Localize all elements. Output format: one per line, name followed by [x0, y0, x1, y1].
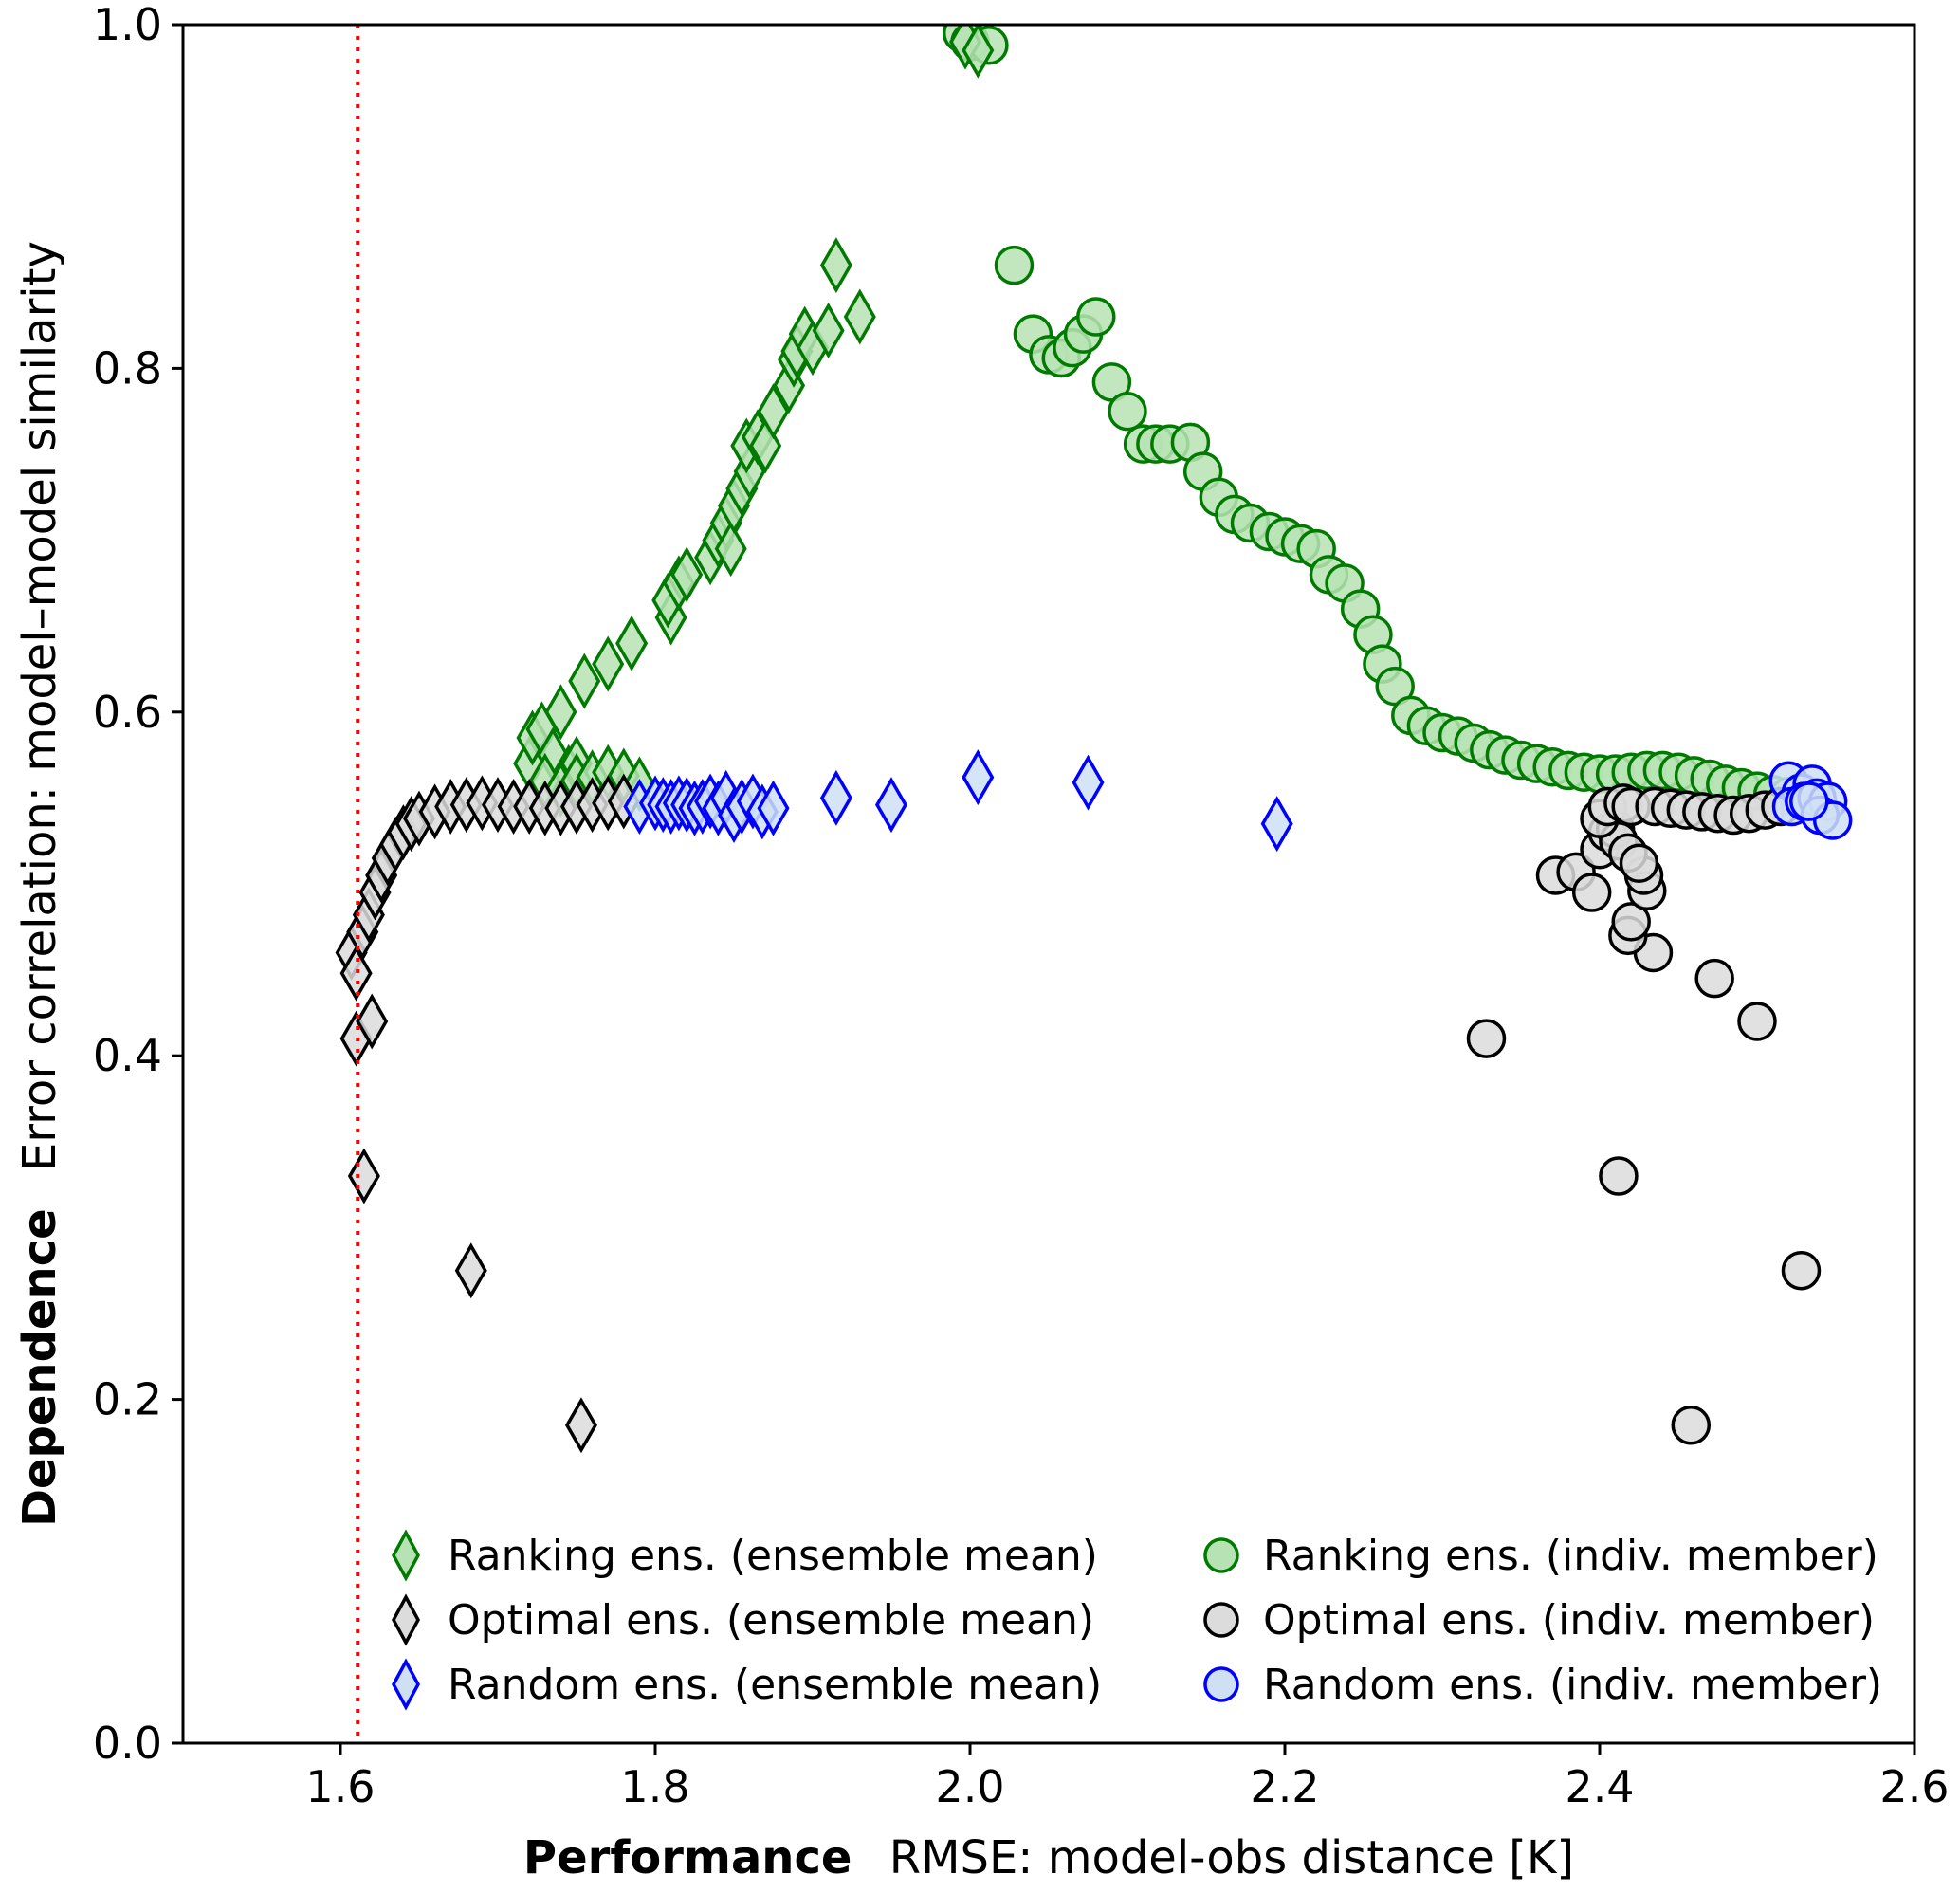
x-tick-label: 2.4	[1565, 1761, 1634, 1812]
legend-circle-marker-icon	[1203, 1666, 1239, 1702]
data-point	[615, 615, 649, 671]
x-tick-label: 2.6	[1879, 1761, 1949, 1812]
data-point	[1599, 1156, 1639, 1196]
data-point	[962, 749, 995, 806]
data-point	[1466, 1019, 1507, 1058]
x-tick-label: 2.0	[935, 1761, 1004, 1812]
y-axis-title: Dependence Error correlation: model–mode…	[13, 241, 66, 1527]
data-point	[1571, 873, 1612, 912]
plot-marks	[335, 25, 1853, 1454]
data-point	[1671, 1406, 1712, 1445]
data-point	[819, 237, 852, 294]
data-point	[819, 769, 852, 826]
y-tick-label: 0.0	[93, 1718, 162, 1769]
y-axis-title-text: Error correlation: model–model similarit…	[13, 241, 66, 1171]
data-point	[339, 945, 373, 1002]
legend-label: Ranking ens. (indiv. member)	[1263, 1532, 1878, 1580]
x-axis-title-text: RMSE: model-obs distance [K]	[889, 1831, 1574, 1884]
plot-frame	[181, 23, 1916, 1745]
legend-circle-marker-icon	[1203, 1537, 1239, 1573]
data-point	[1619, 843, 1659, 884]
legend-item: Random ens. (indiv. member)	[1203, 1661, 1882, 1709]
y-tick-label: 0.2	[93, 1374, 162, 1425]
y-axis-ticks: 0.0 0.2 0.4 0.6 0.8 1.0	[93, 0, 183, 1769]
data-point	[568, 652, 601, 709]
legend-label: Optimal ens. (indiv. member)	[1263, 1596, 1875, 1645]
legend-diamond-marker-icon	[392, 1529, 420, 1582]
data-point	[1108, 391, 1147, 432]
legend-item: Ranking ens. (ensemble mean)	[392, 1529, 1098, 1582]
legend-item: Optimal ens. (ensemble mean)	[392, 1593, 1094, 1646]
data-point	[1789, 781, 1829, 821]
x-tick-label: 1.8	[620, 1761, 689, 1812]
legend-label: Ranking ens. (ensemble mean)	[448, 1532, 1098, 1580]
x-axis-title-bold: Performance	[523, 1831, 852, 1884]
x-tick-label: 1.6	[305, 1761, 375, 1812]
data-point	[670, 546, 704, 603]
legend-diamond-marker-icon	[392, 1593, 420, 1646]
data-point	[1076, 297, 1116, 337]
x-tick-label: 2.2	[1250, 1761, 1319, 1812]
legend-item: Optimal ens. (indiv. member)	[1203, 1596, 1875, 1645]
data-point	[564, 1397, 598, 1454]
legend: Ranking ens. (ensemble mean) Optimal ens.…	[392, 1529, 1882, 1711]
x-axis-ticks: 1.6 1.8 2.0 2.2 2.4 2.6	[305, 1743, 1950, 1812]
series-optimal-ens-indiv-member	[1466, 783, 1822, 1445]
data-point	[454, 1242, 487, 1299]
legend-label: Random ens. (ensemble mean)	[448, 1661, 1102, 1709]
data-point	[812, 303, 845, 359]
data-point	[1072, 754, 1105, 811]
series-ranking-ens-ensemble-mean	[513, 25, 995, 818]
legend-item: Random ens. (ensemble mean)	[392, 1658, 1102, 1711]
y-tick-label: 0.8	[93, 342, 162, 394]
series-random-ens-indiv-member	[1768, 761, 1853, 840]
data-point	[1611, 902, 1651, 942]
data-point	[592, 635, 625, 692]
series-ranking-ens-indiv-member	[942, 25, 1808, 817]
data-point	[1737, 1002, 1777, 1041]
y-tick-label: 0.6	[93, 687, 162, 738]
legend-label: Random ens. (indiv. member)	[1263, 1661, 1882, 1709]
legend-label: Optimal ens. (ensemble mean)	[448, 1596, 1094, 1645]
data-point	[544, 684, 577, 741]
y-tick-label: 0.4	[93, 1030, 162, 1081]
data-point	[843, 288, 876, 345]
legend-circle-marker-icon	[1203, 1602, 1239, 1638]
data-point	[874, 777, 908, 834]
data-point	[994, 245, 1035, 285]
data-point	[962, 25, 995, 79]
data-point	[356, 993, 389, 1050]
data-point	[1694, 958, 1734, 999]
legend-diamond-marker-icon	[392, 1658, 420, 1711]
legend-item: Ranking ens. (indiv. member)	[1203, 1532, 1878, 1580]
data-point	[757, 383, 790, 440]
data-point	[347, 1148, 380, 1204]
x-axis-title: Performance RMSE: model-obs distance [K]	[523, 1831, 1574, 1884]
data-point	[757, 780, 790, 836]
data-point	[714, 521, 747, 578]
series-random-ens-ensemble-mean	[623, 749, 1293, 853]
y-axis-title-bold: Dependence	[13, 1208, 66, 1527]
data-point	[1781, 1250, 1822, 1291]
series-optimal-ens-ensemble-mean	[335, 773, 640, 1454]
data-point	[1260, 796, 1293, 853]
y-tick-label: 1.0	[93, 0, 162, 50]
